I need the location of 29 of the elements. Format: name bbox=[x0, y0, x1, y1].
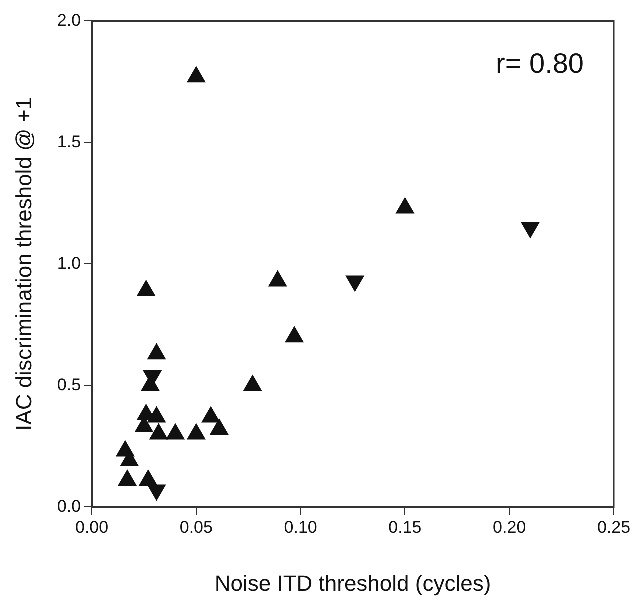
x-tick-label: 0.20 bbox=[493, 518, 526, 538]
y-tick-label: 2.0 bbox=[57, 10, 82, 30]
x-axis-title: Noise ITD threshold (cycles) bbox=[214, 570, 492, 596]
point bbox=[244, 375, 262, 392]
point bbox=[187, 424, 206, 440]
x-tick-label: 0.00 bbox=[75, 518, 109, 538]
y-tick-label: 1.0 bbox=[57, 254, 82, 273]
point bbox=[187, 66, 206, 83]
x-tick-label: 0.05 bbox=[180, 518, 213, 538]
x-tick-label: 0.25 bbox=[597, 518, 631, 538]
point bbox=[202, 406, 220, 423]
point bbox=[150, 424, 168, 440]
point bbox=[285, 326, 304, 343]
x-tick-label: 0.15 bbox=[388, 518, 422, 538]
point bbox=[166, 424, 185, 440]
y-tick-label: 1.5 bbox=[57, 132, 82, 152]
point bbox=[139, 470, 158, 486]
point bbox=[118, 470, 137, 486]
x-tick-label: 0.10 bbox=[284, 518, 318, 538]
point bbox=[396, 198, 414, 214]
point bbox=[148, 406, 166, 423]
annotation: r= 0.80 bbox=[496, 48, 584, 79]
point bbox=[148, 344, 166, 360]
point bbox=[268, 270, 288, 287]
point bbox=[137, 280, 156, 296]
y-tick-label: 0.0 bbox=[57, 496, 82, 516]
point bbox=[210, 418, 229, 435]
y-axis-title: IAC discrimination threshold @ +1 bbox=[11, 97, 36, 431]
y-tick-label: 0.5 bbox=[57, 375, 82, 394]
